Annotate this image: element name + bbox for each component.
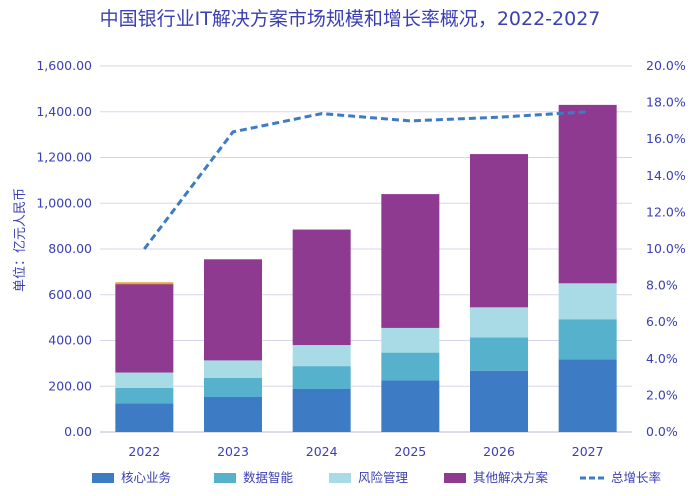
legend-label: 核心业务: [121, 470, 171, 485]
legend-swatch: [214, 473, 236, 483]
gridlines: [100, 65, 632, 433]
bar-segment: [292, 388, 351, 432]
y2-tick-label: 8.0%: [646, 278, 678, 293]
bar-segment: [292, 229, 351, 346]
bar-segment: [558, 359, 617, 432]
legend-label: 风险管理: [358, 470, 409, 485]
y-tick-label: 1,400.00: [36, 104, 92, 119]
y-axis-ticks: 0.00 200.00 400.00 600.00 800.00 1,000.00 1,20…: [36, 58, 92, 439]
legend-label: 总增长率: [611, 470, 661, 485]
y-tick-label: 600.00: [48, 287, 92, 302]
x-tick-label: 2026: [483, 444, 515, 459]
y-tick-label: 800.00: [48, 241, 92, 256]
bar-segment: [204, 378, 262, 398]
legend-swatch: [92, 473, 114, 483]
legend-swatch: [444, 473, 466, 483]
y2-tick-label: 20.0%: [646, 58, 686, 73]
bar-segment: [115, 403, 174, 432]
y2-tick-label: 18.0%: [646, 95, 686, 110]
x-axis-ticks: 2022 2023 2024 2025 2026 2027: [128, 444, 603, 459]
y2-tick-label: 2.0%: [646, 387, 678, 402]
y-tick-label: 400.00: [48, 333, 92, 348]
chart-title: 中国银行业IT解决方案市场规模和增长率概况，2022-2027: [100, 8, 601, 30]
y2-tick-label: 4.0%: [646, 351, 678, 366]
bar-segment: [115, 372, 174, 388]
growth-line-layer: [143, 110, 588, 250]
x-tick-label: 2025: [394, 444, 426, 459]
bar-segment: [292, 345, 351, 367]
y2-tick-label: 14.0%: [646, 168, 686, 183]
bar-segment: [115, 387, 174, 404]
y2-tick-label: 16.0%: [646, 131, 686, 146]
bar-segment: [204, 397, 262, 432]
legend: 核心业务 数据智能 风险管理 其他解决方案 总增长率: [92, 470, 661, 485]
bar-segment: [381, 327, 440, 353]
y2-tick-label: 0.0%: [646, 424, 678, 439]
y-axis-label: 单位：亿元人民币: [13, 188, 28, 292]
bar-segment: [470, 370, 528, 432]
x-tick-label: 2022: [128, 444, 160, 459]
y-tick-label: 200.00: [48, 378, 92, 393]
bar-segment: [558, 319, 617, 360]
bar-segment: [558, 104, 617, 284]
bar-segment: [470, 337, 528, 371]
legend-label: 数据智能: [243, 470, 294, 485]
y-tick-label: 0.00: [64, 424, 92, 439]
legend-label: 其他解决方案: [473, 470, 549, 485]
x-tick-label: 2023: [217, 444, 249, 459]
y2-tick-label: 10.0%: [646, 241, 686, 256]
bar-segment: [204, 259, 262, 361]
bar-segment: [470, 307, 528, 338]
y2-tick-label: 12.0%: [646, 204, 686, 219]
bars: [115, 104, 617, 432]
x-tick-label: 2027: [572, 444, 604, 459]
bar-segment: [292, 366, 351, 389]
bar-segment: [115, 283, 174, 373]
bar-segment: [381, 352, 440, 381]
growth-rate-line: [143, 110, 588, 250]
bar-top-marker: [115, 282, 174, 285]
bar-segment: [381, 194, 440, 328]
bar-segment: [204, 360, 262, 379]
y-tick-label: 1,000.00: [36, 195, 92, 210]
bar-segment: [558, 283, 617, 320]
y-tick-label: 1,200.00: [36, 150, 92, 165]
bar-segment: [381, 380, 440, 432]
y2-axis-ticks: 0.0% 2.0% 4.0% 6.0% 8.0% 10.0% 12.0% 14.0% 16.0%…: [646, 58, 686, 439]
y-tick-label: 1,600.00: [36, 58, 92, 73]
legend-swatch: [329, 473, 351, 483]
y2-tick-label: 6.0%: [646, 314, 678, 329]
bar-segment: [470, 154, 528, 308]
x-tick-label: 2024: [306, 444, 338, 459]
